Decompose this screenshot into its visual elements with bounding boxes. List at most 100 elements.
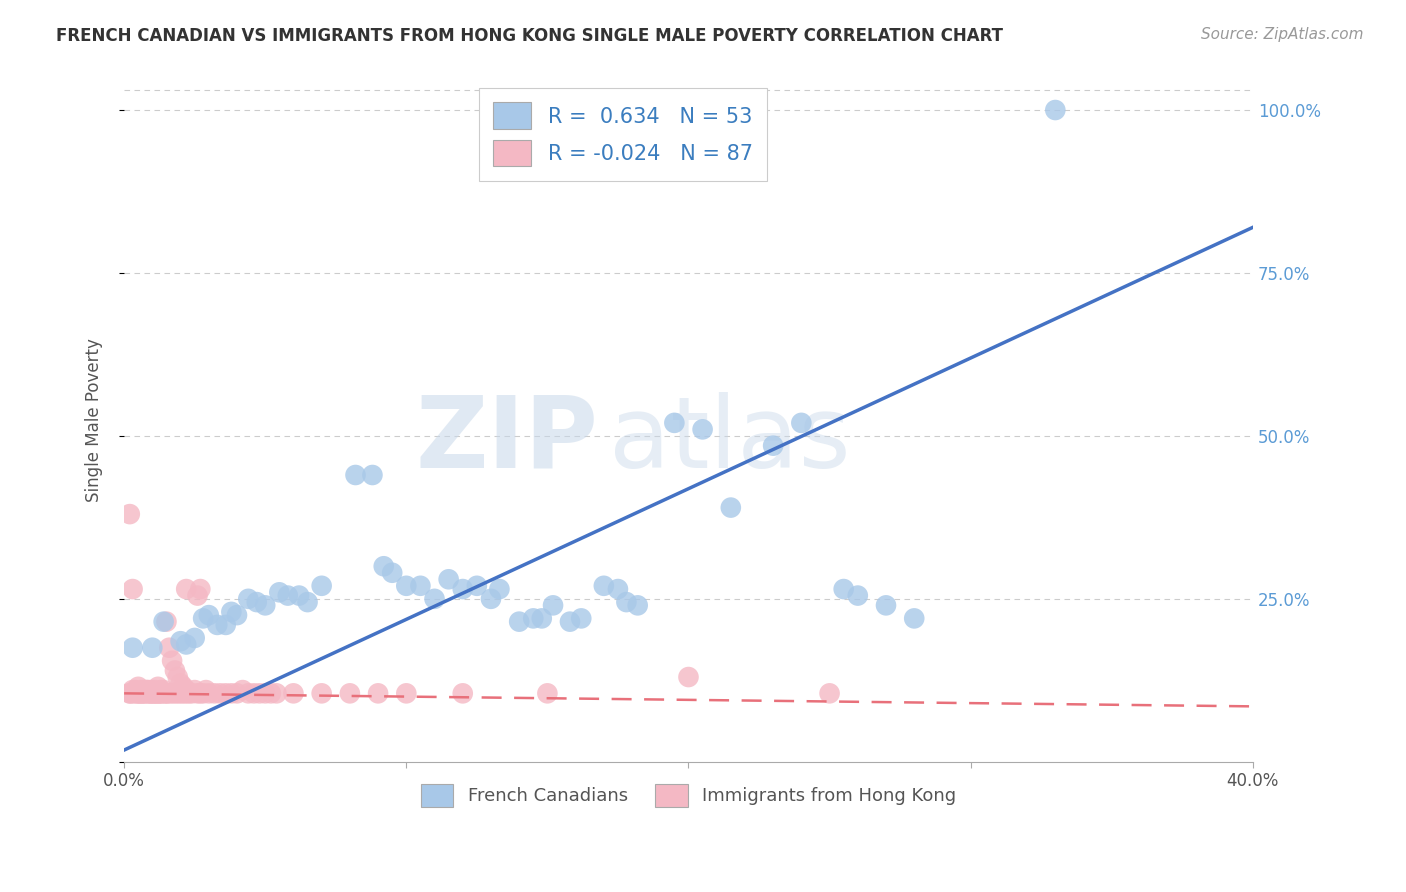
Point [221,686,243,700]
Point [132,686,155,700]
Point [127,680,149,694]
Point [121,683,143,698]
Point [367,686,389,700]
Point [664,416,686,430]
Point [141,640,163,655]
Point [311,579,333,593]
Point [790,416,813,430]
Point [479,591,502,606]
Point [451,686,474,700]
Point [197,686,219,700]
Point [339,686,361,700]
Point [188,582,211,596]
Point [254,686,277,700]
Point [183,631,205,645]
Point [121,582,143,596]
Point [238,591,260,606]
Point [143,683,166,698]
Text: atlas: atlas [609,392,851,489]
Point [124,686,146,700]
Point [172,680,194,694]
Point [169,676,191,690]
Point [288,589,311,603]
Point [152,683,174,698]
Point [232,683,254,698]
Point [141,686,163,700]
Point [135,683,157,698]
Point [157,640,180,655]
Point [283,686,305,700]
Point [177,686,200,700]
Point [186,589,208,603]
Point [832,582,855,596]
Point [149,683,172,698]
Point [166,686,188,700]
Point [138,686,160,700]
Point [226,608,249,623]
Point [277,589,299,603]
Point [437,572,460,586]
Point [541,599,564,613]
Point [180,686,202,700]
Text: ZIP: ZIP [415,392,598,489]
Point [522,611,544,625]
Point [361,468,384,483]
Point [215,618,238,632]
Point [536,686,558,700]
Point [569,611,592,625]
Point [183,683,205,698]
Point [238,686,260,700]
Point [166,670,188,684]
Point [311,686,333,700]
Point [254,599,277,613]
Point [129,686,152,700]
Point [373,559,395,574]
Point [592,579,614,593]
Point [169,634,191,648]
Point [135,683,157,698]
Point [118,507,141,521]
Point [127,686,149,700]
Point [297,595,319,609]
Point [191,611,214,625]
Point [186,686,208,700]
Point [762,439,785,453]
Point [488,582,510,596]
Point [146,680,169,694]
Point [246,595,269,609]
Point [138,686,160,700]
Point [141,683,163,698]
Point [129,686,152,700]
Point [152,615,174,629]
Point [172,686,194,700]
Point [155,615,177,629]
Point [550,103,572,117]
Point [197,608,219,623]
Point [260,686,283,700]
Point [174,637,197,651]
Point [146,686,169,700]
Point [155,686,177,700]
Point [169,686,191,700]
Point [204,686,226,700]
Point [395,579,418,593]
Point [558,103,581,117]
Point [209,686,232,700]
Point [243,686,266,700]
Point [163,686,186,700]
Legend: French Canadians, Immigrants from Hong Kong: French Canadians, Immigrants from Hong K… [413,777,963,814]
Point [138,683,160,698]
Point [530,611,553,625]
Point [226,686,249,700]
Point [269,585,291,599]
Point [146,686,169,700]
Point [163,664,186,678]
Text: FRENCH CANADIAN VS IMMIGRANTS FROM HONG KONG SINGLE MALE POVERTY CORRELATION CHA: FRENCH CANADIAN VS IMMIGRANTS FROM HONG … [56,27,1004,45]
Point [558,615,581,629]
Point [451,582,474,596]
Point [465,579,488,593]
Point [141,686,163,700]
Text: Source: ZipAtlas.com: Source: ZipAtlas.com [1201,27,1364,42]
Point [678,670,700,684]
Point [188,686,211,700]
